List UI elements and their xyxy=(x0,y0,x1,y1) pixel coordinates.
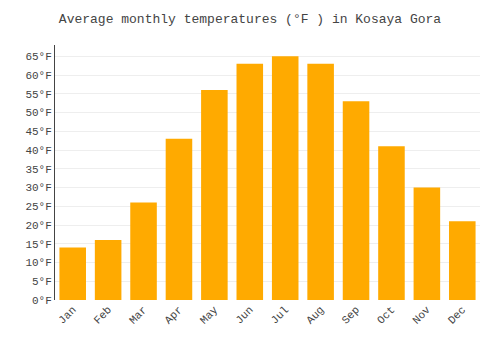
svg-text:55°F: 55°F xyxy=(25,89,51,101)
svg-text:65°F: 65°F xyxy=(25,51,51,63)
svg-text:0°F: 0°F xyxy=(32,295,52,307)
svg-text:Aug: Aug xyxy=(304,304,326,326)
svg-text:60°F: 60°F xyxy=(25,70,51,82)
svg-text:Jun: Jun xyxy=(233,304,255,326)
svg-text:15°F: 15°F xyxy=(25,239,51,251)
svg-text:30°F: 30°F xyxy=(25,182,51,194)
svg-text:Feb: Feb xyxy=(92,304,114,326)
svg-text:35°F: 35°F xyxy=(25,164,51,176)
svg-text:Jul: Jul xyxy=(269,304,291,326)
svg-text:Oct: Oct xyxy=(375,304,397,326)
svg-text:Average monthly temperatures (: Average monthly temperatures (°F ) in Ko… xyxy=(59,12,441,27)
svg-text:50°F: 50°F xyxy=(25,107,51,119)
svg-text:25°F: 25°F xyxy=(25,201,51,213)
svg-text:40°F: 40°F xyxy=(25,145,51,157)
svg-text:5°F: 5°F xyxy=(32,276,52,288)
svg-text:Sep: Sep xyxy=(340,304,362,326)
svg-text:20°F: 20°F xyxy=(25,220,51,232)
svg-text:Mar: Mar xyxy=(127,304,149,326)
svg-text:Apr: Apr xyxy=(162,304,184,326)
svg-text:May: May xyxy=(198,304,221,327)
svg-text:Nov: Nov xyxy=(410,304,433,327)
svg-text:45°F: 45°F xyxy=(25,126,51,138)
svg-text:10°F: 10°F xyxy=(25,257,51,269)
svg-text:Dec: Dec xyxy=(446,304,468,326)
svg-text:Jan: Jan xyxy=(56,304,78,326)
